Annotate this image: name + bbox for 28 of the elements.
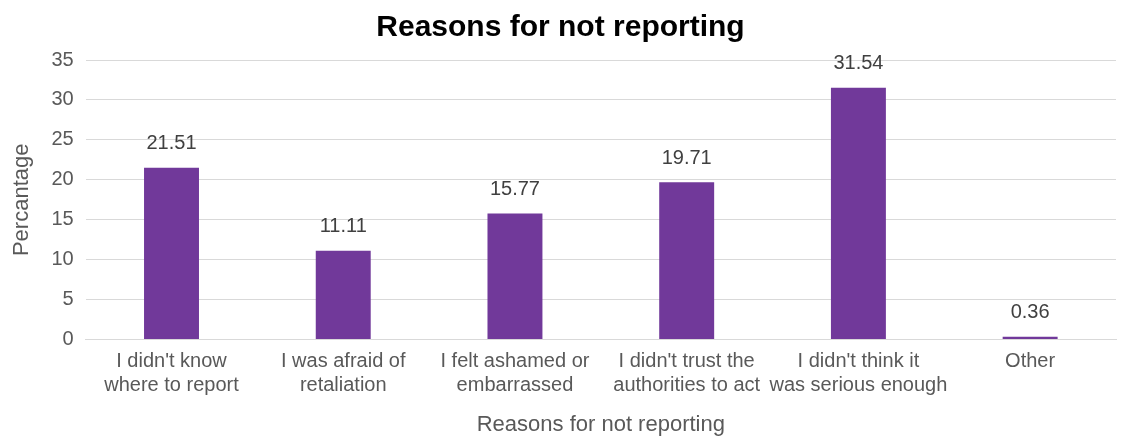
data-label: 19.71	[661, 145, 712, 168]
y-tick-label: 20	[51, 167, 74, 190]
data-label: 11.11	[319, 214, 367, 237]
x-tick-label: I didn't know where to report	[103, 349, 240, 396]
y-axis-title: Percantage	[8, 143, 34, 257]
x-axis-title: Reasons for not reporting	[476, 410, 725, 436]
data-label: 31.54	[833, 51, 884, 74]
y-tick-label: 0	[62, 327, 74, 350]
data-label: 21.51	[146, 131, 197, 154]
y-tick-label: 5	[62, 287, 74, 310]
x-tick-label: I didn't think it was serious enough	[768, 349, 948, 396]
bar	[830, 87, 886, 340]
y-tick-label: 35	[51, 47, 74, 70]
x-tick-label: I didn't trust the authorities to act	[613, 349, 761, 396]
bar	[315, 250, 371, 340]
bar	[487, 213, 543, 340]
bar	[144, 167, 199, 340]
chart-title: Reasons for not reporting	[376, 9, 745, 43]
data-label: 15.77	[489, 177, 540, 200]
y-tick-label: 15	[51, 207, 74, 230]
y-tick-label: 30	[51, 87, 74, 110]
y-tick-label: 10	[51, 247, 74, 270]
x-tick-label: Other	[1005, 349, 1056, 372]
y-tick-label: 25	[51, 127, 74, 150]
data-label: 0.36	[1010, 300, 1050, 323]
bar	[659, 182, 715, 340]
x-tick-label: I felt ashamed or embarrassed	[440, 349, 590, 396]
x-tick-label: I was afraid of retaliation	[280, 349, 406, 396]
